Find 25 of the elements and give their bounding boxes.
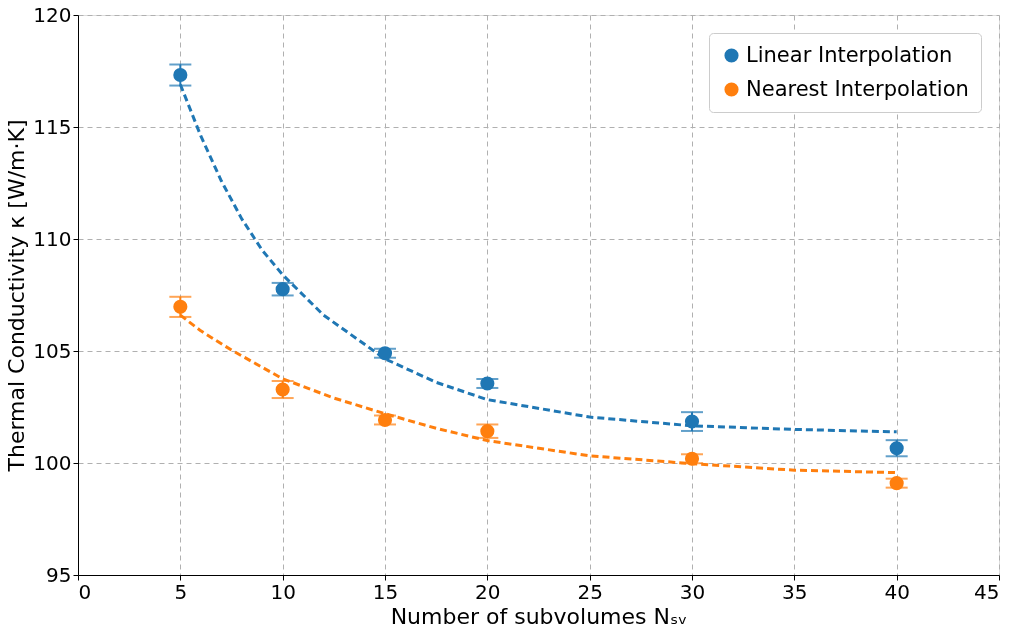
y-tick-label: 120 — [33, 2, 72, 27]
point — [275, 282, 290, 297]
x-tick-label: 10 — [270, 579, 296, 604]
point — [480, 424, 495, 439]
point — [480, 376, 495, 391]
point — [889, 476, 904, 491]
y-tick-label: 110 — [33, 226, 72, 251]
x-tick-label: 0 — [78, 579, 92, 604]
x-tick-label: 45 — [974, 579, 1000, 604]
y-tick-label: 100 — [33, 450, 72, 475]
x-tick-label: 15 — [372, 579, 399, 604]
x-tick-label: 40 — [884, 579, 910, 604]
y-tick-label: 95 — [46, 562, 72, 587]
y-axis-title: Thermal Conductivity κ [W/m·K] — [4, 119, 30, 473]
x-tick-label: 30 — [679, 579, 706, 604]
y-tick-label: 105 — [33, 338, 72, 363]
x-tick-label: 5 — [174, 579, 188, 604]
x-tick-label: 20 — [475, 579, 501, 604]
x-tick-label: 25 — [577, 579, 603, 604]
x-tick-label: 35 — [782, 579, 808, 604]
y-tick-label: 115 — [33, 114, 72, 139]
x-axis-title: Number of subvolumes Nₛᵥ — [390, 603, 688, 629]
legend-label: Nearest Interpolation — [746, 76, 969, 101]
point — [889, 441, 904, 456]
legend-label: Linear Interpolation — [746, 42, 953, 67]
